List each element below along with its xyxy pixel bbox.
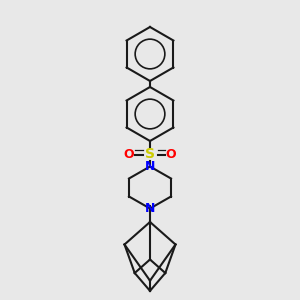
- Text: O: O: [124, 148, 134, 161]
- Text: S: S: [145, 148, 155, 161]
- Text: O: O: [166, 148, 176, 161]
- Text: N: N: [145, 202, 155, 215]
- Text: N: N: [145, 160, 155, 173]
